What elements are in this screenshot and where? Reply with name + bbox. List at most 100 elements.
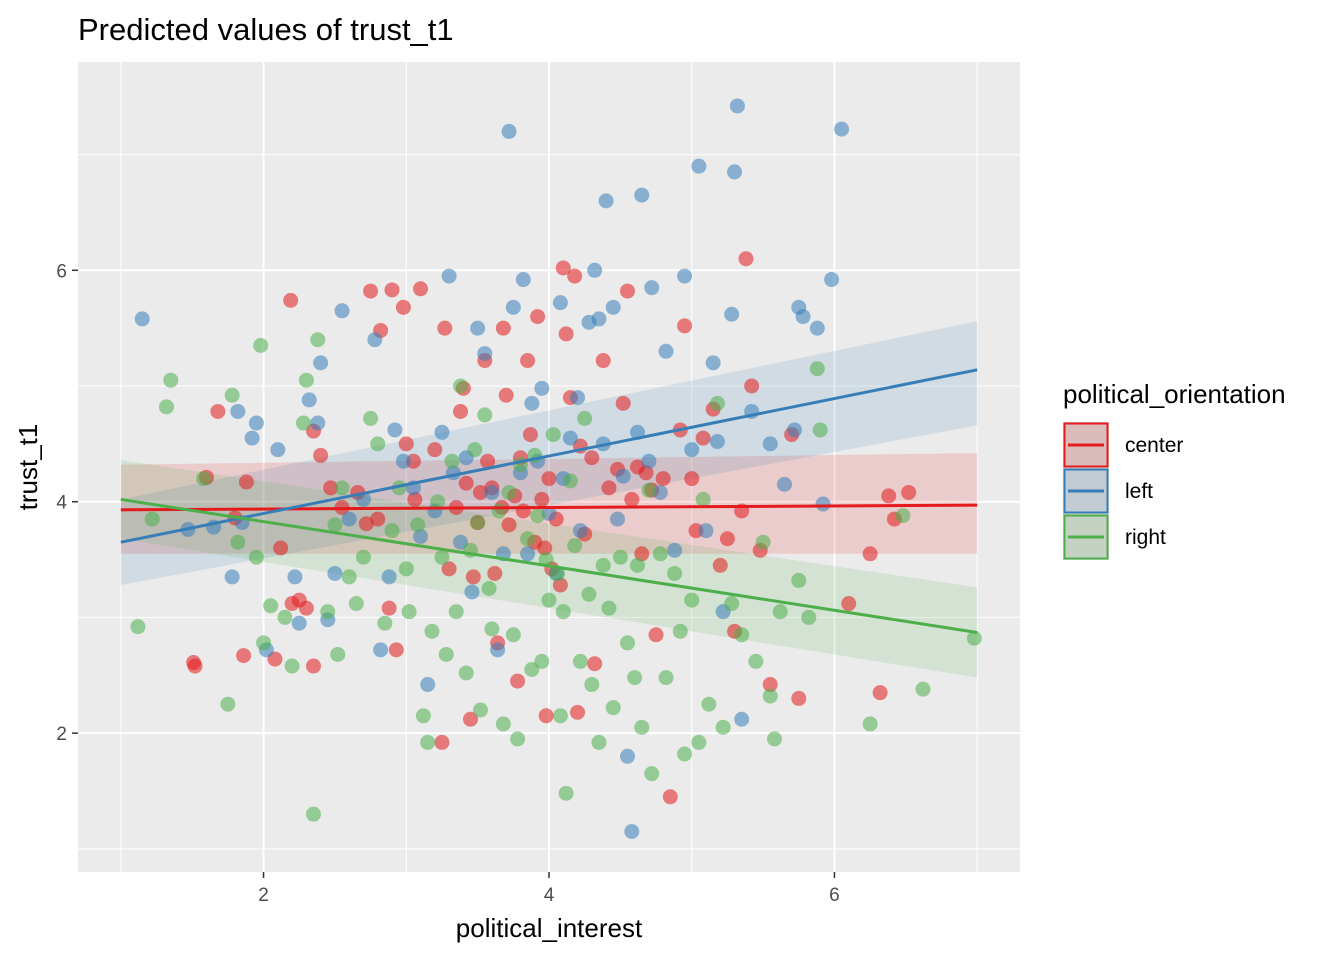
point-left — [610, 511, 626, 527]
point-center — [453, 403, 469, 419]
point-left — [381, 569, 397, 585]
point-left — [815, 496, 831, 512]
point-center — [413, 281, 429, 297]
chart-title: Predicted values of trust_t1 — [78, 12, 454, 47]
y-tick-label: 2 — [56, 724, 67, 745]
x-axis: 2 4 6 — [258, 872, 840, 906]
point-left — [248, 415, 264, 431]
point-right — [410, 517, 426, 533]
point-right — [424, 623, 440, 639]
point-center — [358, 516, 374, 532]
fit-line-left — [120, 368, 978, 544]
point-center — [615, 395, 631, 411]
point-left — [395, 453, 411, 469]
point-right — [562, 473, 578, 489]
point-center — [662, 789, 678, 805]
point-left — [413, 528, 429, 544]
x-axis-title: political_interest — [456, 913, 643, 943]
point-left — [534, 380, 550, 396]
point-center — [570, 704, 586, 720]
point-center — [370, 511, 386, 527]
point-center — [648, 627, 664, 643]
point-center — [306, 658, 321, 674]
point-right — [310, 332, 326, 348]
point-right — [458, 665, 474, 681]
point-left — [470, 320, 486, 336]
point-center — [695, 430, 711, 446]
point-left — [373, 642, 389, 658]
point-right — [377, 615, 393, 631]
point-left — [591, 311, 607, 327]
point-center — [463, 711, 478, 727]
point-right — [895, 508, 911, 524]
point-right — [701, 696, 717, 712]
point-right — [601, 600, 617, 616]
point-right — [263, 598, 279, 614]
point-right — [966, 630, 982, 646]
point-right — [453, 378, 469, 394]
point-right — [667, 565, 683, 581]
point-right — [530, 508, 546, 524]
point-right — [641, 482, 657, 498]
point-left — [420, 677, 436, 693]
point-left — [562, 430, 578, 446]
point-right — [541, 592, 557, 608]
point-right — [684, 592, 700, 608]
fit-lines — [120, 368, 978, 634]
point-right — [355, 549, 371, 565]
point-right — [253, 338, 269, 353]
point-right — [550, 565, 566, 581]
point-left — [727, 164, 743, 180]
point-center — [487, 565, 503, 581]
point-center — [558, 326, 574, 342]
x-tick-label: 4 — [544, 885, 555, 906]
legend: center left right — [1063, 422, 1183, 560]
point-left — [541, 505, 557, 521]
point-right — [791, 572, 807, 588]
point-right — [581, 586, 597, 602]
point-left — [464, 584, 480, 600]
point-right — [196, 471, 212, 487]
fit-line-center — [120, 503, 978, 512]
point-right — [677, 746, 693, 762]
point-right — [538, 552, 554, 568]
point-center — [744, 378, 760, 394]
point-center — [472, 484, 488, 500]
point-right — [298, 372, 314, 388]
point-center — [567, 268, 583, 284]
grid-major — [78, 62, 1020, 872]
point-left — [524, 395, 540, 411]
point-center — [388, 642, 404, 658]
point-right — [363, 410, 379, 426]
point-right — [545, 427, 561, 443]
point-center — [510, 673, 526, 689]
point-center — [534, 491, 550, 507]
point-center — [498, 387, 514, 403]
point-left — [341, 511, 357, 527]
legend-title: political_orientation — [1063, 379, 1286, 409]
point-right — [401, 604, 417, 620]
point-center — [501, 517, 517, 533]
y-axis-title: trust_t1 — [13, 424, 43, 511]
point-right — [481, 581, 497, 596]
point-left — [287, 569, 303, 585]
point-left — [434, 424, 450, 440]
point-left — [587, 262, 603, 278]
point-right — [420, 734, 436, 750]
point-center — [872, 685, 888, 701]
x-tick-label: 2 — [258, 885, 269, 906]
point-center — [283, 292, 299, 308]
point-center — [363, 283, 379, 299]
point-center — [384, 282, 400, 298]
point-center — [762, 677, 778, 693]
point-right — [320, 604, 336, 620]
point-right — [306, 806, 321, 822]
point-left — [644, 280, 660, 296]
point-right — [444, 453, 460, 469]
point-left — [734, 711, 750, 727]
point-right — [491, 503, 507, 519]
point-right — [510, 731, 526, 747]
point-right — [384, 523, 400, 539]
point-left — [301, 392, 317, 408]
